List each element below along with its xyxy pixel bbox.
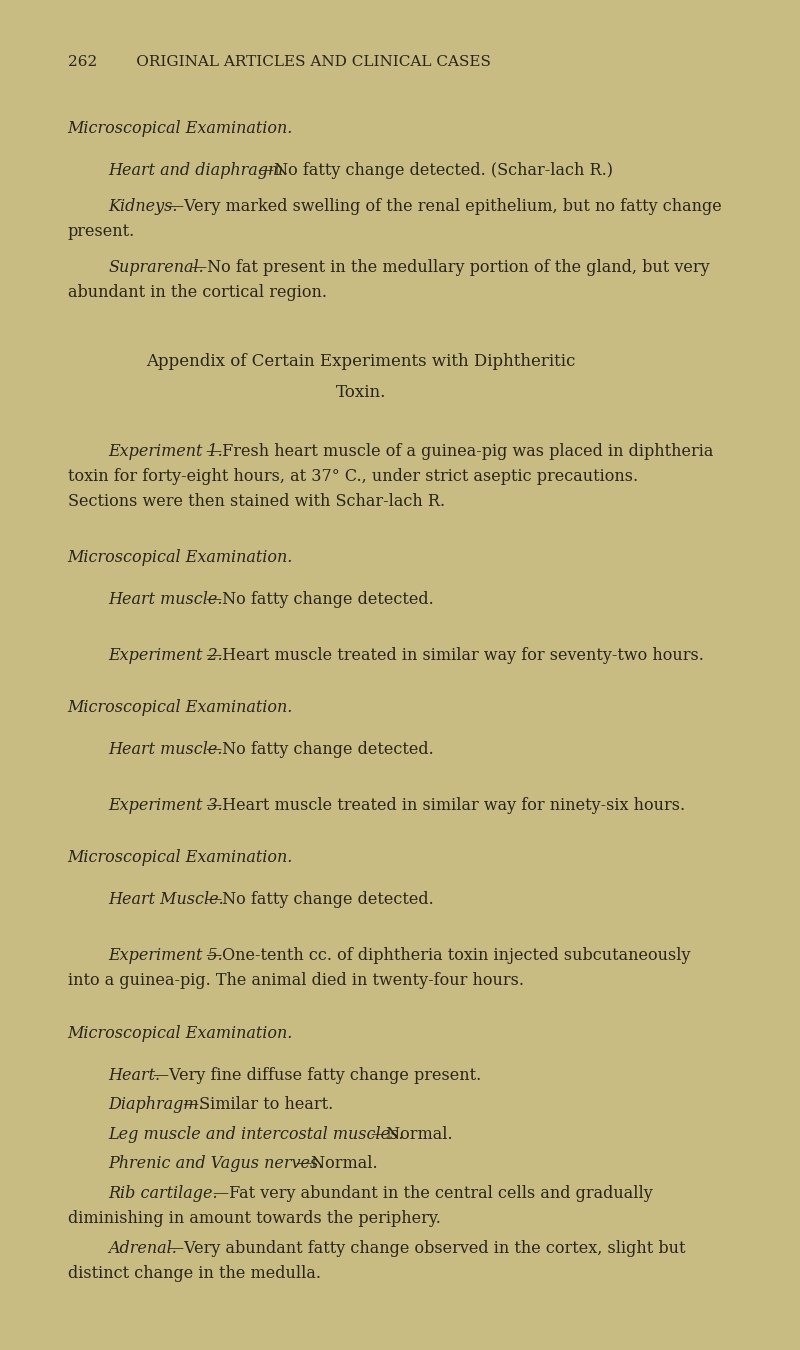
Text: —Very fine diffuse fatty change present.: —Very fine diffuse fatty change present. [154,1066,482,1084]
Text: —Very marked swelling of the renal epithelium, but no fatty change: —Very marked swelling of the renal epith… [168,197,722,215]
Text: —Fresh heart muscle of a guinea-pig was placed in diphtheria: —Fresh heart muscle of a guinea-pig was … [206,443,713,459]
Text: Heart.: Heart. [108,1066,160,1084]
Text: —Similar to heart.: —Similar to heart. [183,1096,334,1112]
Text: present.: present. [68,223,135,240]
Text: Diaphragm.: Diaphragm. [108,1096,204,1112]
Text: toxin for forty-eight hours, at 37° C., under strict aseptic precautions.: toxin for forty-eight hours, at 37° C., … [68,468,638,485]
Text: Heart and diaphragm.: Heart and diaphragm. [108,162,289,180]
Text: Microscopical Examination.: Microscopical Examination. [68,120,293,136]
Text: Experiment 5.: Experiment 5. [108,946,223,964]
Text: —No fatty change detected. (Schar-lach R.): —No fatty change detected. (Schar-lach R… [258,162,613,180]
Text: distinct change in the medulla.: distinct change in the medulla. [68,1265,321,1282]
Text: into a guinea-pig. The animal died in twenty-four hours.: into a guinea-pig. The animal died in tw… [68,972,524,990]
Text: Experiment 1.: Experiment 1. [108,443,223,459]
Text: —Normal.: —Normal. [295,1156,378,1172]
Text: —No fatty change detected.: —No fatty change detected. [206,591,434,608]
Text: Microscopical Examination.: Microscopical Examination. [68,549,293,566]
Text: Kidneys.: Kidneys. [108,197,178,215]
Text: Microscopical Examination.: Microscopical Examination. [68,1025,293,1041]
Text: Experiment 3.: Experiment 3. [108,796,223,814]
Text: —No fatty change detected.: —No fatty change detected. [206,741,434,757]
Text: —Very abundant fatty change observed in the cortex, slight but: —Very abundant fatty change observed in … [168,1239,686,1257]
Text: —Heart muscle treated in similar way for seventy-two hours.: —Heart muscle treated in similar way for… [206,647,703,663]
Text: 262        ORIGINAL ARTICLES AND CLINICAL CASES: 262 ORIGINAL ARTICLES AND CLINICAL CASES [68,55,490,69]
Text: Microscopical Examination.: Microscopical Examination. [68,849,293,865]
Text: —No fatty change detected.: —No fatty change detected. [206,891,434,909]
Text: Microscopical Examination.: Microscopical Examination. [68,699,293,716]
Text: Heart Muscle.: Heart Muscle. [108,891,224,909]
Text: Phrenic and Vagus nerves.: Phrenic and Vagus nerves. [108,1156,324,1172]
Text: —Normal.: —Normal. [370,1126,453,1142]
Text: Heart muscle.: Heart muscle. [108,741,222,757]
Text: —Heart muscle treated in similar way for ninety-six hours.: —Heart muscle treated in similar way for… [206,796,685,814]
Text: Suprarenal.: Suprarenal. [108,258,204,275]
Text: diminishing in amount towards the periphery.: diminishing in amount towards the periph… [68,1210,441,1227]
Text: —No fat present in the medullary portion of the gland, but very: —No fat present in the medullary portion… [190,258,710,275]
Text: Adrenal.: Adrenal. [108,1239,177,1257]
Text: Appendix of Certain Experiments with Diphtheritic: Appendix of Certain Experiments with Dip… [146,354,575,370]
Text: abundant in the cortical region.: abundant in the cortical region. [68,284,326,301]
Text: Toxin.: Toxin. [336,383,386,401]
Text: Experiment 2.: Experiment 2. [108,647,223,663]
Text: —Fat very abundant in the central cells and gradually: —Fat very abundant in the central cells … [213,1184,653,1202]
Text: Rib cartilage.: Rib cartilage. [108,1184,218,1202]
Text: —One-tenth cc. of diphtheria toxin injected subcutaneously: —One-tenth cc. of diphtheria toxin injec… [206,946,690,964]
Text: Sections were then stained with Schar-lach R.: Sections were then stained with Schar-la… [68,494,445,510]
Text: Leg muscle and intercostal muscles.: Leg muscle and intercostal muscles. [108,1126,404,1142]
Text: Heart muscle.: Heart muscle. [108,591,222,608]
